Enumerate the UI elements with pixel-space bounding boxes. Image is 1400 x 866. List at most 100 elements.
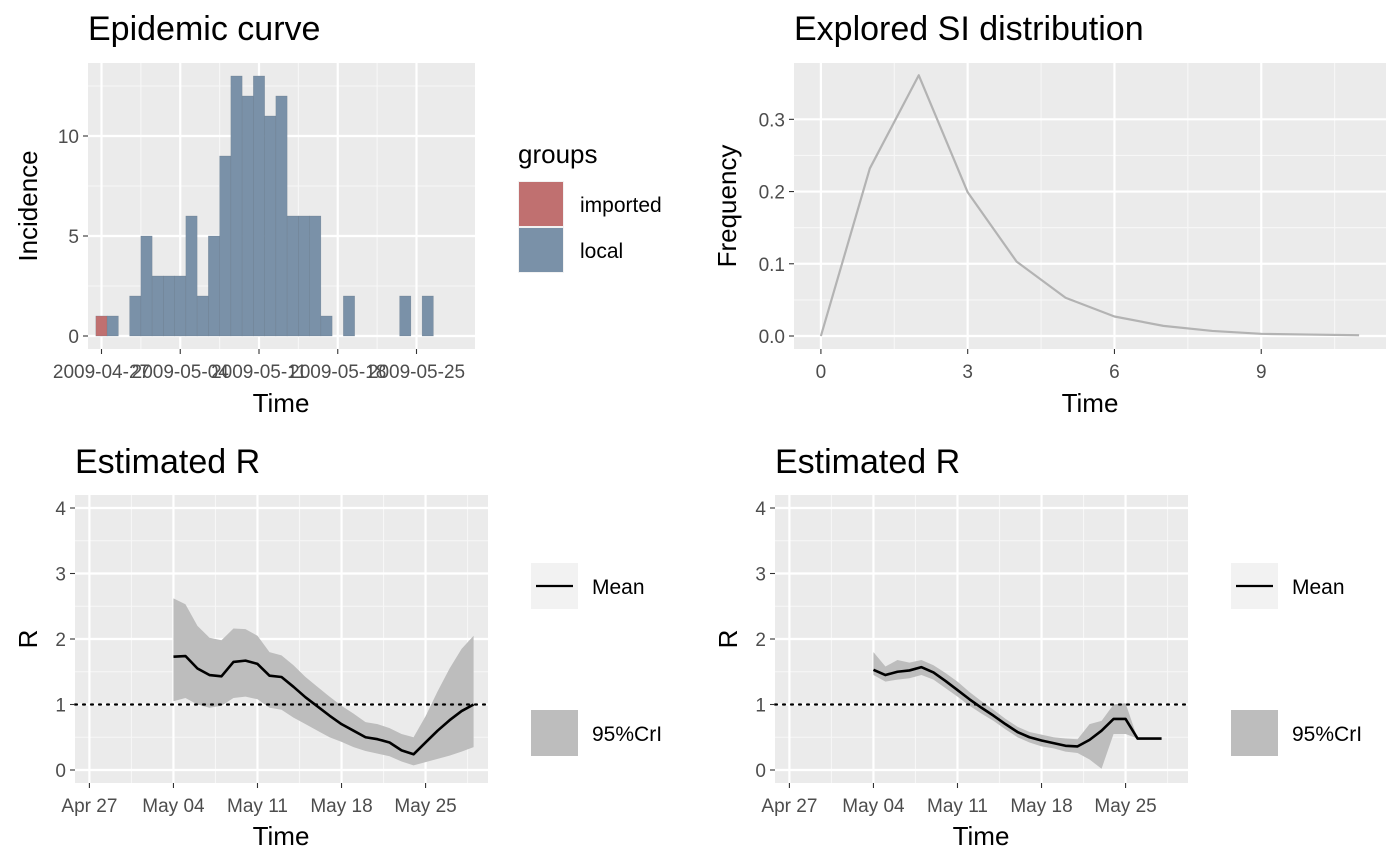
estimated-r-panel-1: Estimated R 0 1 2 3 4 Apr 27 May 04 May 11 May 1… [13, 443, 662, 851]
legend-key-imported [519, 182, 563, 226]
bar-local [230, 75, 243, 337]
r1-title: Estimated R [75, 443, 260, 481]
si-title: Explored SI distribution [794, 10, 1144, 48]
x-tick-label: 2009-04-27 [53, 362, 150, 383]
x-tick-label: 3 [962, 362, 973, 383]
epicurve-axes: 05102009-04-272009-05-042009-05-112009-0… [53, 127, 465, 383]
x-tick-label: Apr 27 [61, 796, 117, 817]
mean-line [173, 654, 475, 756]
bar-local [106, 315, 119, 337]
credible-interval-band [173, 598, 474, 766]
y-tick-label: 0.2 [759, 183, 785, 204]
bar-local [208, 235, 220, 337]
si-grid [794, 63, 1386, 349]
x-tick-label: 2009-05-04 [132, 362, 230, 383]
bar-local [196, 295, 209, 337]
y-tick-label: 2 [55, 630, 66, 651]
legend-title: groups [518, 139, 598, 169]
bar-local [320, 315, 333, 337]
epidemic-curve-panel: Epidemic curve 05102009-04-272009-05-042… [13, 10, 662, 418]
y-tick-label: 0.0 [759, 327, 785, 348]
x-tick-label: 2009-05-11 [211, 362, 307, 383]
bar-local [174, 275, 187, 337]
r2-axes: 0 1 2 3 4 Apr 27 May 04 May 11 May 18 May 25 [755, 499, 1156, 817]
r2-legend-key-cri [1231, 710, 1278, 756]
si-distribution-panel: Explored SI distribution 0.0 0.1 0.2 0.3 0 3 6… [712, 10, 1386, 418]
epicurve-legend: groups imported local [518, 139, 662, 273]
y-tick-label: 0 [755, 761, 766, 782]
bar-local [343, 295, 355, 337]
r1-legend-label-mean: Mean [592, 576, 645, 599]
x-tick-label: Apr 27 [761, 796, 817, 817]
si-plot-area [794, 63, 1386, 349]
x-tick-label: 6 [1109, 362, 1120, 383]
x-tick-label: May 25 [394, 796, 456, 817]
x-tick-label: May 11 [227, 796, 288, 817]
bar-local [129, 295, 142, 337]
r1-legend: Mean 95%CrI [531, 563, 662, 756]
x-tick-label: 0 [816, 362, 827, 383]
bar-local [421, 295, 434, 337]
x-tick-label: 2009-05-18 [289, 362, 386, 383]
x-tick-label: May 11 [927, 796, 988, 817]
r2-legend-label-mean: Mean [1292, 576, 1345, 599]
mean-line [872, 665, 1162, 748]
si-y-axis-title: Frequency [712, 145, 742, 268]
r1-y-axis-title: R [13, 630, 43, 649]
si-line-layer [819, 74, 1360, 337]
bar-local [309, 215, 322, 337]
bar-local [163, 275, 175, 337]
y-tick-label: 0 [55, 761, 66, 782]
bar-local [298, 215, 310, 337]
legend-label-local: local [580, 240, 623, 263]
y-tick-label: 5 [68, 227, 79, 248]
legend-label-imported: imported [580, 194, 662, 217]
x-tick-label: May 18 [310, 796, 372, 817]
x-tick-label: 2009-05-25 [368, 362, 465, 383]
r1-axes: 0 1 2 3 4 Apr 27 May 04 May 11 May 18 May 25 [55, 499, 456, 817]
si-line [819, 74, 1360, 337]
x-tick-label: 9 [1256, 362, 1267, 383]
epicurve-x-axis-title: Time [253, 388, 310, 418]
y-tick-label: 0.3 [759, 110, 785, 131]
r1-x-axis-title: Time [253, 821, 310, 851]
y-tick-label: 0.1 [759, 255, 785, 276]
y-tick-label: 3 [755, 565, 766, 586]
y-tick-label: 3 [55, 565, 66, 586]
y-tick-label: 10 [58, 127, 79, 148]
r2-y-axis-title: R [713, 630, 743, 649]
r2-legend: Mean 95%CrI [1231, 563, 1362, 756]
bar-local [286, 215, 299, 337]
bar-local [151, 275, 164, 337]
bar-local [275, 95, 288, 337]
x-tick-label: May 25 [1094, 796, 1156, 817]
r1-data-layer [73, 598, 490, 766]
legend-key-local [519, 228, 563, 272]
epicurve-title: Epidemic curve [88, 10, 320, 48]
r2-legend-label-cri: 95%CrI [1292, 723, 1362, 746]
x-tick-label: May 04 [142, 796, 205, 817]
bar-local [253, 75, 265, 337]
r2-data-layer [773, 652, 1190, 769]
bar-local [185, 215, 198, 337]
epicurve-y-axis-title: Incidence [13, 150, 43, 261]
bar-local [264, 115, 277, 337]
r1-legend-label-cri: 95%CrI [592, 723, 662, 746]
epicurve-bars [95, 75, 434, 337]
r2-title: Estimated R [775, 443, 960, 481]
y-tick-label: 4 [55, 499, 66, 520]
bar-local [219, 155, 232, 337]
bar-imported [95, 315, 108, 337]
r1-legend-key-cri [531, 710, 578, 756]
y-tick-label: 1 [55, 696, 66, 717]
y-tick-label: 2 [755, 630, 766, 651]
x-tick-label: May 18 [1010, 796, 1072, 817]
estimated-r-panel-2: Estimated R 0 1 2 3 4 Apr 27 May 04 May 11 May 1… [713, 443, 1362, 851]
x-tick-label: May 04 [842, 796, 905, 817]
y-tick-label: 4 [755, 499, 766, 520]
y-tick-label: 1 [755, 696, 766, 717]
bar-local [399, 295, 412, 337]
si-x-axis-title: Time [1062, 388, 1119, 418]
bar-local [241, 95, 254, 337]
